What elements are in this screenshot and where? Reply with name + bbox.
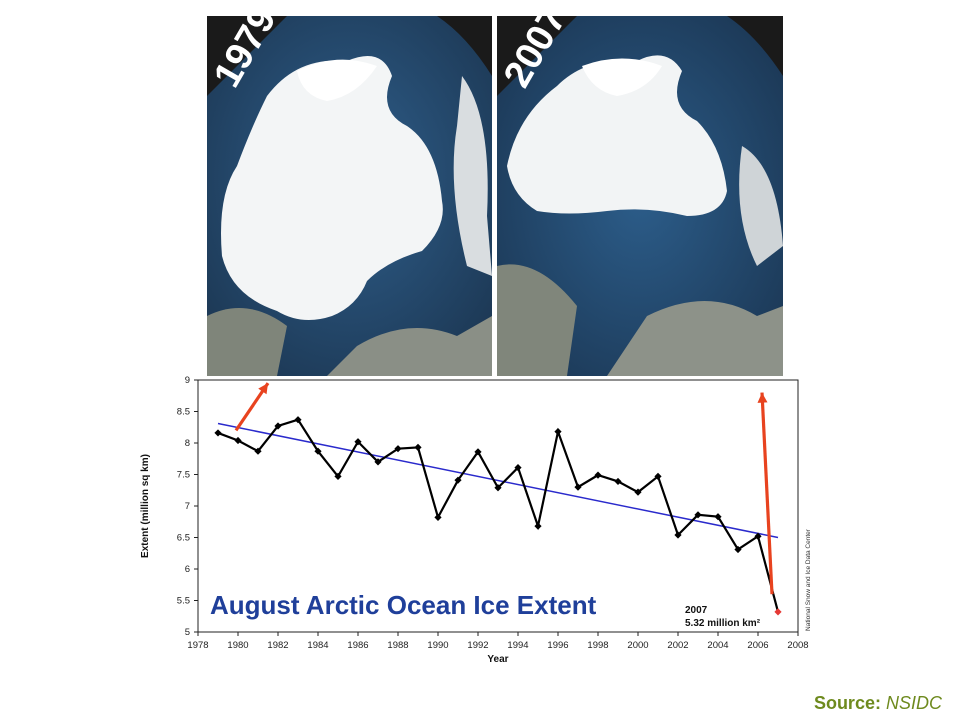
source-caption: Source: NSIDC bbox=[814, 693, 942, 714]
x-axis-label: Year bbox=[487, 654, 508, 665]
y-tick-label: 6 bbox=[185, 564, 190, 575]
x-tick-label: 1984 bbox=[307, 640, 328, 651]
data-point bbox=[314, 447, 322, 455]
x-tick-label: 2008 bbox=[787, 640, 808, 651]
y-tick-label: 5 bbox=[185, 627, 190, 638]
data-point bbox=[354, 438, 362, 446]
x-tick-label: 1986 bbox=[347, 640, 368, 651]
arrow-1979 bbox=[234, 382, 270, 432]
x-tick-label: 1992 bbox=[467, 640, 488, 651]
x-tick-label: 1990 bbox=[427, 640, 448, 651]
arrows bbox=[234, 382, 774, 595]
data-point bbox=[394, 445, 402, 453]
data-point bbox=[634, 488, 642, 496]
data-point bbox=[374, 458, 382, 466]
x-tick-label: 1996 bbox=[547, 640, 568, 651]
x-tick-label: 2000 bbox=[627, 640, 648, 651]
data-point bbox=[254, 447, 262, 455]
ice-extent-chart: 55.566.577.588.59 1978 1980 1982 1984 1986 19… bbox=[140, 375, 812, 665]
y-axis-ticks: 5 5.5 6 6.5 7 7.5 8 8.5 9 bbox=[177, 375, 198, 638]
data-point bbox=[514, 463, 522, 472]
chart-title: August Arctic Ocean Ice Extent bbox=[210, 590, 597, 620]
y-axis-label: Extent (million sq km) bbox=[140, 454, 151, 558]
y-tick-label: 6.5 bbox=[177, 533, 190, 544]
satellite-photo-2007: 2007 bbox=[497, 16, 783, 376]
satellite-photo-1979: 1979 bbox=[207, 16, 492, 376]
data-point bbox=[454, 476, 462, 484]
data-point bbox=[614, 477, 622, 486]
x-tick-label: 2006 bbox=[747, 640, 768, 651]
x-tick-label: 1994 bbox=[507, 640, 528, 651]
data-point bbox=[754, 532, 762, 540]
y-tick-label: 7 bbox=[185, 501, 190, 512]
arrow-2007 bbox=[757, 392, 774, 595]
x-tick-label: 1982 bbox=[267, 640, 288, 651]
credit-text: National Snow and Ice Data Center bbox=[805, 528, 812, 631]
annotation-value: 5.32 million km² bbox=[685, 618, 761, 629]
x-tick-label: 1998 bbox=[587, 640, 608, 651]
x-tick-label: 1980 bbox=[227, 640, 248, 651]
data-point bbox=[594, 471, 602, 479]
data-point bbox=[274, 422, 282, 430]
y-tick-label: 5.5 bbox=[177, 596, 190, 607]
x-axis-ticks: 1978 1980 1982 1984 1986 1988 1990 1992 1994 1996… bbox=[187, 632, 809, 651]
data-point bbox=[474, 448, 482, 456]
annotation-year: 2007 bbox=[685, 605, 708, 616]
source-label: Source: bbox=[813, 693, 881, 713]
x-tick-label: 2004 bbox=[707, 640, 728, 651]
y-tick-label: 8 bbox=[185, 438, 190, 449]
y-tick-label: 8.5 bbox=[177, 407, 190, 418]
data-point bbox=[294, 416, 302, 424]
x-tick-label: 1988 bbox=[387, 640, 408, 651]
data-point bbox=[334, 472, 342, 480]
x-tick-label: 1978 bbox=[187, 640, 208, 651]
y-tick-label: 7.5 bbox=[177, 470, 190, 481]
y-tick-label: 9 bbox=[185, 375, 190, 386]
x-tick-label: 2002 bbox=[667, 640, 688, 651]
source-value: NSIDC bbox=[885, 693, 942, 713]
data-point bbox=[694, 511, 702, 519]
